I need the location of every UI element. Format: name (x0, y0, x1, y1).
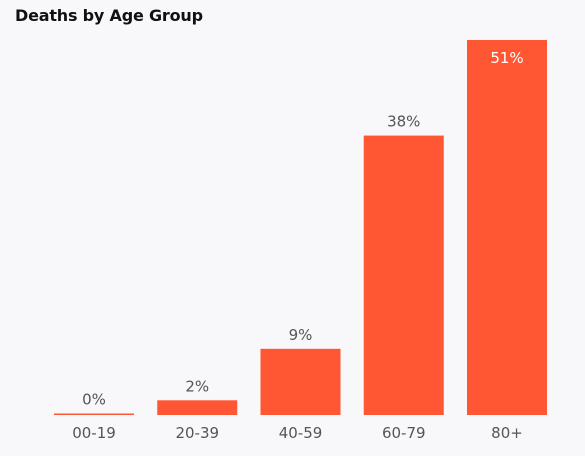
bar-60-79[interactable] (363, 135, 444, 415)
bar-20-39[interactable] (157, 400, 238, 415)
data-label-20-39: 2% (185, 377, 209, 395)
data-labels-group: 0% 2% 9% 38% 51% (82, 49, 524, 409)
data-label-60-79: 38% (387, 113, 420, 131)
bar-80+[interactable] (467, 40, 547, 415)
x-tick-label-00-19: 00-19 (72, 424, 116, 442)
bar-00-19[interactable] (54, 413, 134, 416)
chart-title: Deaths by Age Group (15, 6, 203, 25)
x-tick-label-40-59: 40-59 (279, 424, 323, 442)
bars-group (54, 40, 547, 415)
x-tick-label-20-39: 20-39 (175, 424, 219, 442)
x-tick-label-80+: 80+ (491, 424, 523, 442)
data-label-00-19: 0% (82, 391, 106, 409)
x-tick-label-60-79: 60-79 (382, 424, 426, 442)
x-tick-labels-group: 00-19 20-39 40-59 60-79 80+ (72, 424, 523, 442)
data-label-40-59: 9% (289, 326, 313, 344)
data-label-80+: 51% (490, 49, 523, 67)
bar-40-59[interactable] (260, 348, 341, 415)
